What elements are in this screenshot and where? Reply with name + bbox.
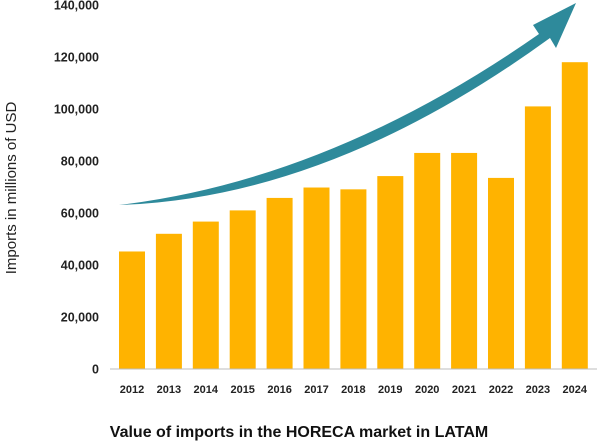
y-tick-label: 40,000 bbox=[61, 259, 99, 273]
x-tick-label: 2016 bbox=[267, 384, 291, 396]
bar-2021 bbox=[451, 152, 478, 369]
y-tick-label: 140,000 bbox=[54, 0, 99, 13]
bar-2019 bbox=[377, 176, 404, 369]
x-tick-label: 2017 bbox=[304, 384, 328, 396]
bar-2013 bbox=[155, 233, 182, 369]
bar-2024 bbox=[561, 62, 588, 369]
bar-2018 bbox=[340, 189, 367, 369]
bar-2020 bbox=[414, 152, 441, 369]
trend-arrow bbox=[119, 3, 576, 205]
x-tick-label: 2019 bbox=[378, 384, 402, 396]
x-tick-label: 2022 bbox=[489, 384, 513, 396]
y-tick-label: 100,000 bbox=[54, 103, 99, 117]
x-tick-label: 2012 bbox=[120, 384, 144, 396]
y-axis-ticks: 0 20,000 40,000 60,000 80,000 100,000 120,000 1… bbox=[54, 0, 99, 377]
bar-2014 bbox=[192, 221, 219, 369]
x-tick-label: 2013 bbox=[157, 384, 181, 396]
bar-2012 bbox=[119, 251, 145, 369]
x-tick-label: 2020 bbox=[415, 384, 439, 396]
y-tick-label: 0 bbox=[92, 363, 99, 377]
x-axis-ticks: 2012 2013 2014 2015 2016 2017 2018 2019 2020 2021… bbox=[120, 384, 588, 396]
bar-2023 bbox=[524, 106, 551, 370]
bar-chart: Imports in millions of USD 0 20,000 40,000… bbox=[3, 0, 597, 396]
x-tick-label: 2015 bbox=[230, 384, 254, 396]
chart-title: Value of imports in the HORECA market in… bbox=[109, 424, 489, 441]
bar-2015 bbox=[229, 210, 256, 369]
x-tick-label: 2014 bbox=[194, 384, 219, 396]
bar-2017 bbox=[303, 187, 330, 369]
x-tick-label: 2024 bbox=[563, 384, 588, 396]
x-tick-label: 2023 bbox=[526, 384, 550, 396]
y-tick-label: 60,000 bbox=[61, 207, 99, 221]
x-tick-label: 2018 bbox=[341, 384, 365, 396]
x-tick-label: 2021 bbox=[452, 384, 476, 396]
y-tick-label: 20,000 bbox=[61, 311, 99, 325]
y-tick-label: 80,000 bbox=[61, 155, 99, 169]
bar-2016 bbox=[266, 197, 293, 369]
y-tick-label: 120,000 bbox=[54, 51, 99, 65]
bars bbox=[119, 62, 588, 370]
bar-2022 bbox=[488, 177, 514, 369]
y-axis-label: Imports in millions of USD bbox=[3, 102, 20, 275]
